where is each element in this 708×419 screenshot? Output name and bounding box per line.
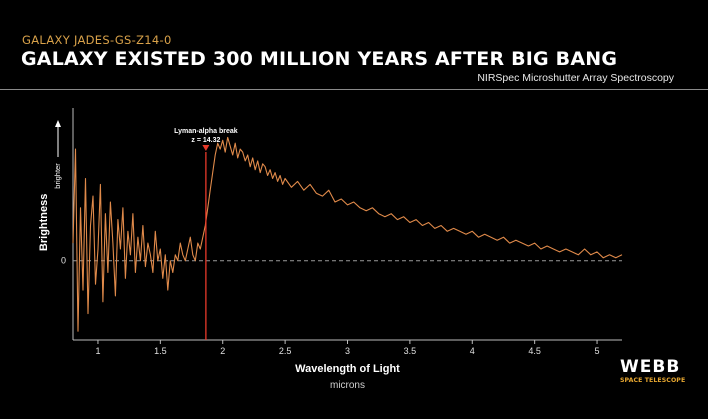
x-tick-label: 3: [345, 346, 350, 356]
header-divider: [0, 89, 708, 90]
x-tick-label: 1: [95, 346, 100, 356]
chart-axes: [72, 108, 622, 341]
webb-logo: WEBB SPACE TELESCOPE: [620, 358, 696, 386]
chart-title: GALAXY EXISTED 300 MILLION YEARS AFTER B…: [21, 48, 618, 70]
y-arrow-label: brighter: [53, 163, 62, 189]
lyman-alpha-marker: [202, 145, 210, 151]
annotation-label: Lyman-alpha break: [174, 128, 238, 135]
annotation-value: z = 14.32: [191, 137, 220, 144]
instrument-label: NIRSpec Microshutter Array Spectroscopy: [477, 72, 674, 84]
x-tick-label: 2.5: [279, 346, 292, 356]
x-axis-unit: microns: [330, 380, 365, 391]
x-axis-label: Wavelength of Light: [295, 363, 400, 375]
x-ticks: 1 1.5 2 2.5 3 3.5 4 4.5 5: [95, 340, 600, 356]
x-tick-label: 3.5: [404, 346, 417, 356]
x-tick-label: 4: [470, 346, 475, 356]
spectrum-line: [72, 136, 623, 332]
brand-name: WEBB: [620, 357, 681, 377]
x-tick-label: 1.5: [154, 346, 167, 356]
brand-subtitle: SPACE TELESCOPE: [620, 377, 686, 384]
brighter-arrow-icon: [55, 120, 61, 127]
y-zero-label: 0: [61, 256, 66, 266]
chart-kicker: GALAXY JADES-GS-Z14-0: [22, 33, 172, 47]
y-axis-label: Brightness: [38, 194, 50, 251]
x-tick-label: 5: [595, 346, 600, 356]
x-tick-label: 2: [220, 346, 225, 356]
x-tick-label: 4.5: [528, 346, 541, 356]
